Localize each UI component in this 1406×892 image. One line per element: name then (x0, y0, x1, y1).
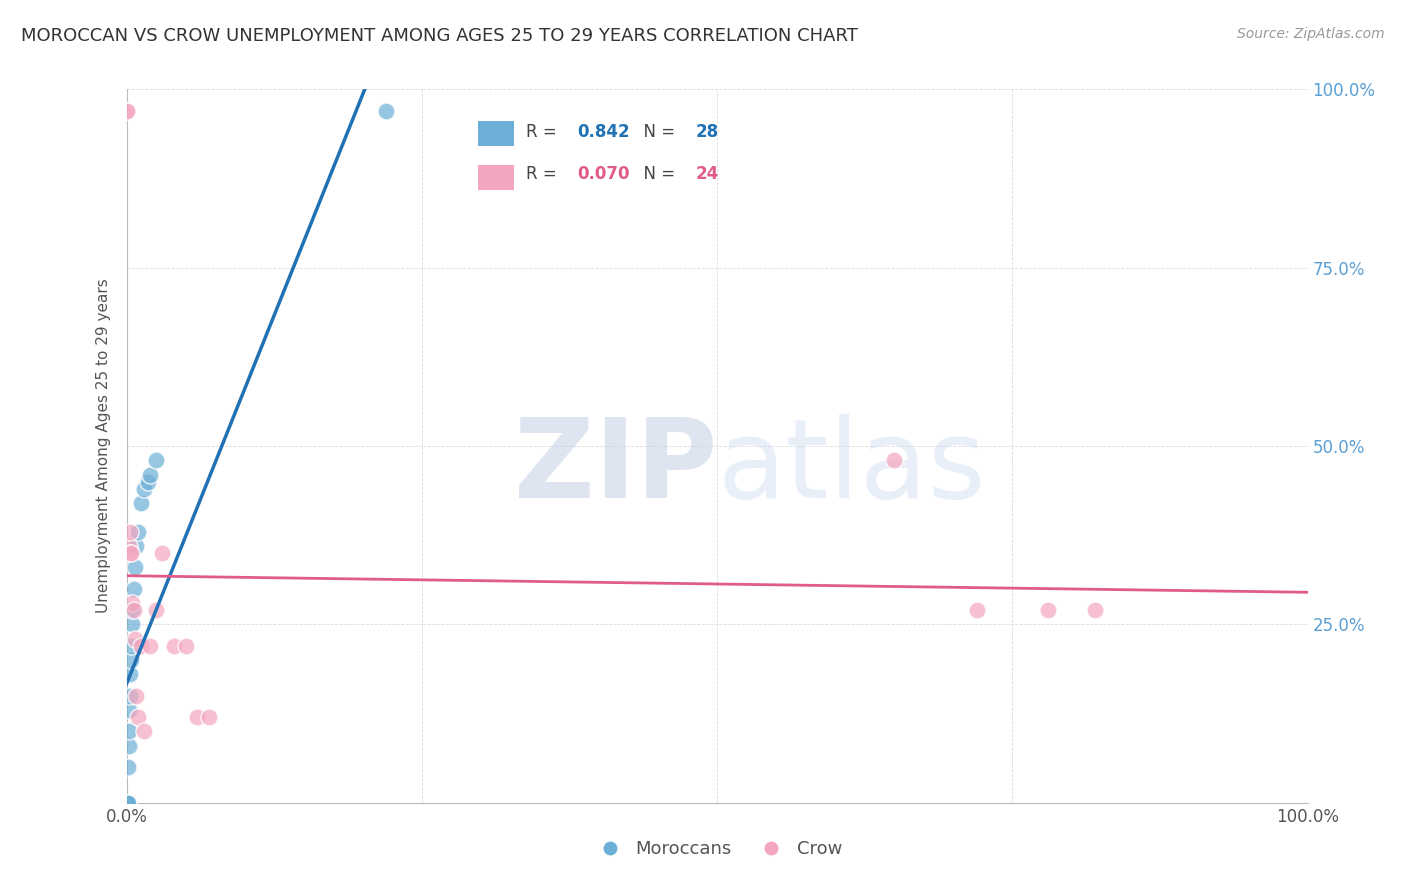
Point (117, 796, 139, 810)
Point (115, 796, 138, 810)
Point (174, 639, 197, 653)
Point (134, 724, 156, 739)
Point (120, 653, 142, 667)
Y-axis label: Unemployment Among Ages 25 to 29 years: Unemployment Among Ages 25 to 29 years (96, 278, 111, 614)
Point (125, 689, 148, 703)
Point (966, 603, 988, 617)
Text: Source: ZipAtlas.com: Source: ZipAtlas.com (1237, 27, 1385, 41)
Text: MOROCCAN VS CROW UNEMPLOYMENT AMONG AGES 25 TO 29 YEARS CORRELATION CHART: MOROCCAN VS CROW UNEMPLOYMENT AMONG AGES… (21, 27, 858, 45)
Point (118, 539, 141, 553)
Point (186, 710, 208, 724)
Point (115, 103, 138, 118)
Point (1084, 603, 1107, 617)
Point (115, 796, 138, 810)
Point (115, 796, 138, 810)
Point (121, 596, 143, 610)
Point (124, 632, 146, 646)
Point (150, 546, 173, 560)
Point (120, 546, 142, 560)
Point (127, 524, 149, 539)
Point (124, 560, 146, 574)
Point (136, 475, 159, 489)
Point (117, 796, 139, 810)
Point (375, 103, 398, 118)
Point (122, 582, 145, 596)
Point (139, 639, 162, 653)
Text: atlas: atlas (717, 414, 986, 521)
Point (121, 603, 143, 617)
Point (1036, 603, 1059, 617)
Point (883, 453, 905, 467)
Point (120, 689, 142, 703)
Legend: Moroccans, Crow: Moroccans, Crow (585, 833, 849, 865)
Point (122, 603, 145, 617)
Point (127, 710, 149, 724)
Point (118, 724, 141, 739)
Point (118, 739, 141, 753)
Point (134, 482, 156, 496)
Point (120, 524, 142, 539)
Point (145, 603, 167, 617)
Point (118, 703, 141, 717)
Point (125, 539, 148, 553)
Point (120, 667, 142, 681)
Point (120, 546, 142, 560)
Point (115, 796, 138, 810)
Point (198, 710, 221, 724)
Point (117, 760, 139, 774)
Text: ZIP: ZIP (513, 414, 717, 521)
Point (129, 639, 152, 653)
Point (115, 796, 138, 810)
Point (129, 496, 152, 510)
Point (121, 617, 143, 632)
Point (117, 796, 139, 810)
Point (115, 103, 138, 118)
Point (139, 467, 162, 482)
Point (120, 639, 142, 653)
Point (145, 453, 167, 467)
Point (163, 639, 186, 653)
